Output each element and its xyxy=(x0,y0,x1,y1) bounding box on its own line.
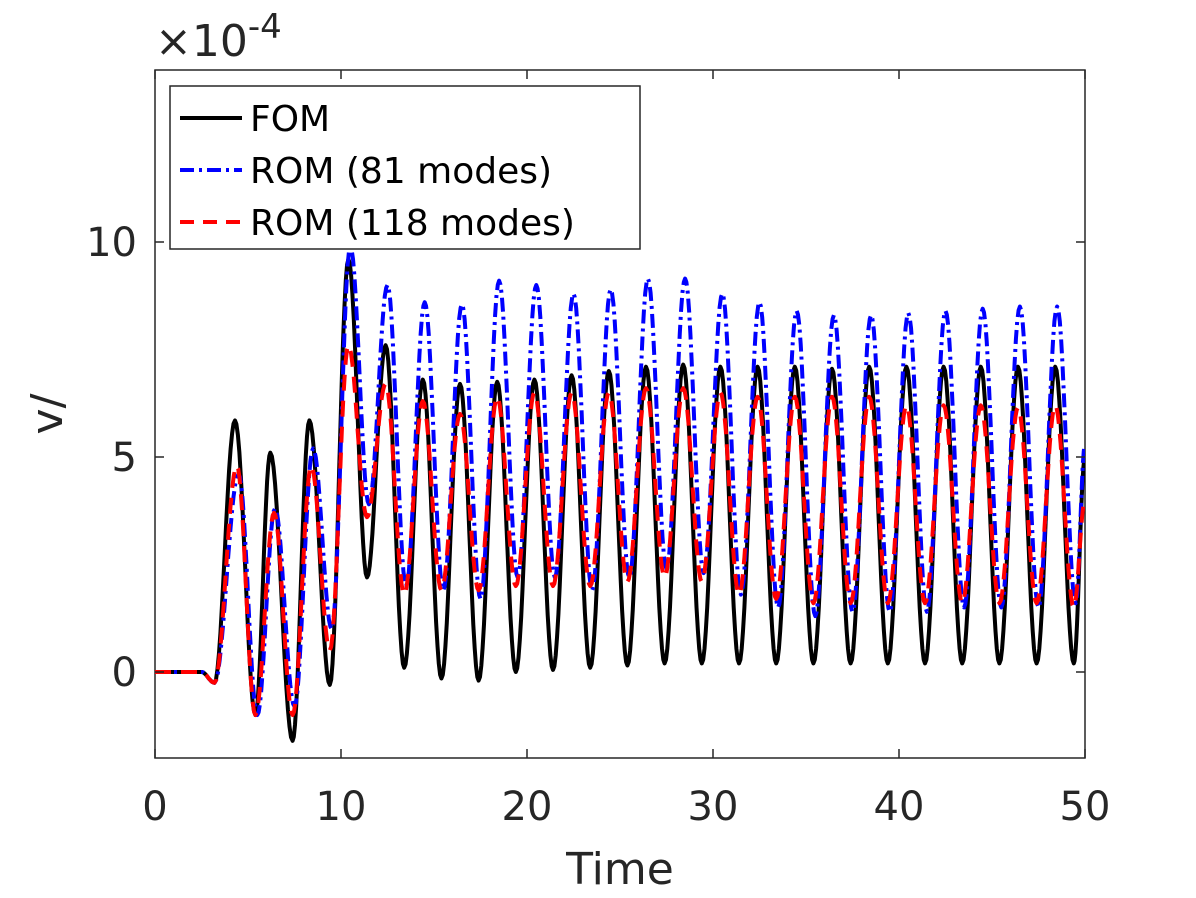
y-tick-label: 5 xyxy=(112,435,137,481)
y-axis-label: v/ xyxy=(22,393,73,434)
y-tick-label: 0 xyxy=(112,650,137,696)
series-layer xyxy=(155,244,1085,743)
legend: FOM ROM (81 modes) ROM (118 modes) xyxy=(169,85,641,250)
x-axis-label: Time xyxy=(565,844,674,895)
y-exponent-label: ×10-4 xyxy=(155,7,282,67)
x-tick-label: 50 xyxy=(1060,784,1111,830)
legend-label-rom-81: ROM (81 modes) xyxy=(250,151,552,192)
x-tick-label: 40 xyxy=(874,784,925,830)
y-tick-label: 10 xyxy=(86,220,137,266)
series-rom-81-line xyxy=(155,244,1085,717)
axis-ticks: 0 10 20 30 40 50 0 5 10 xyxy=(86,70,1110,830)
legend-box xyxy=(169,85,641,250)
series-rom-118-line xyxy=(155,343,1085,717)
x-tick-label: 30 xyxy=(688,784,739,830)
x-tick-label: 10 xyxy=(316,784,367,830)
x-tick-label: 20 xyxy=(502,784,553,830)
x-tick-label: 0 xyxy=(142,784,167,830)
legend-label-rom-118: ROM (118 modes) xyxy=(250,203,575,244)
legend-label-fom: FOM xyxy=(250,99,330,140)
